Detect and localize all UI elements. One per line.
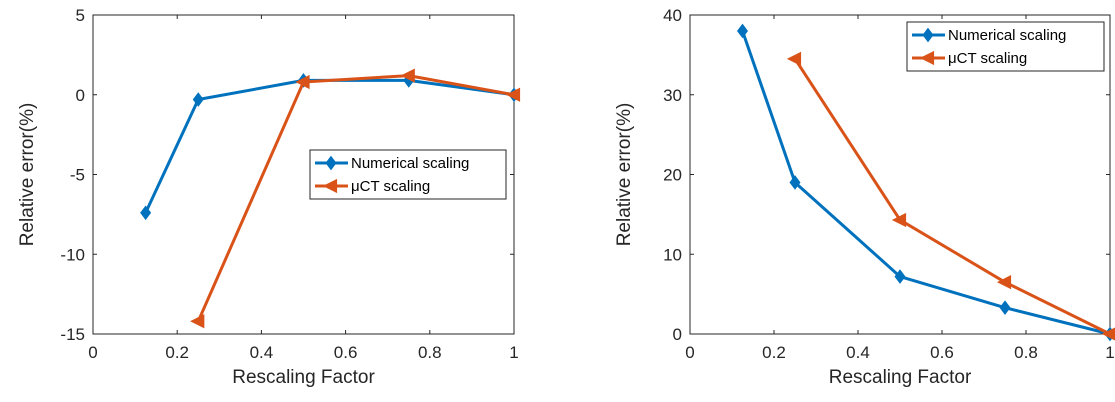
data-point-series-2 [786, 51, 802, 66]
legend-label-1: Numerical scaling [948, 27, 1066, 44]
data-point-series-1 [999, 300, 1011, 316]
legend-box [309, 149, 507, 200]
legend-marker-1 [922, 27, 934, 43]
data-point-series-2 [996, 275, 1012, 290]
series-line-2 [196, 74, 515, 322]
legend: Numerical scaling μCT scaling [906, 21, 1105, 72]
legend-marker-2 [919, 50, 935, 66]
x-tick-label: 1 [1105, 343, 1114, 362]
y-tick-label: 0 [673, 325, 682, 344]
x-tick-label: 0 [685, 343, 694, 362]
data-point-series-1 [894, 269, 906, 284]
x-tick-label: 0.2 [762, 343, 786, 362]
y-tick-label: -15 [60, 325, 85, 344]
x-tick-label: 0.2 [165, 343, 189, 362]
x-tick-label: 0.6 [930, 343, 954, 362]
series-line-2 [793, 58, 1111, 336]
legend-label-2: μCT scaling [351, 178, 430, 195]
y-tick-label: -5 [70, 166, 85, 185]
chart-panel-1: 0 0.2 0.4 0.6 0.8 1 -15 -10 -5 0 5 Rescaling Factor… [17, 6, 521, 388]
data-point-series-2 [1101, 327, 1115, 341]
y-tick-label: 0 [76, 86, 85, 105]
data-point-series-2 [505, 87, 521, 102]
x-tick-label: 0.8 [418, 343, 442, 362]
y-tick-label: 40 [663, 6, 682, 25]
y-tick-label: 20 [663, 166, 682, 185]
x-tick-label: 1 [509, 343, 518, 362]
legend-box [906, 21, 1105, 72]
x-tick-label: 0.4 [846, 343, 870, 362]
data-point-series-2 [400, 68, 415, 83]
data-point-series-1 [789, 175, 801, 190]
data-point-series-2 [190, 314, 205, 329]
x-tick-label: 0.4 [250, 343, 274, 362]
x-tick-label: 0.6 [334, 343, 358, 362]
data-point-series-1 [140, 205, 152, 221]
legend-label-2: μCT scaling [948, 50, 1027, 67]
y-tick-label: 10 [663, 245, 682, 264]
y-tick-label: 5 [76, 6, 85, 25]
data-point-series-1 [737, 23, 748, 39]
y-tick-label: -10 [60, 245, 85, 264]
x-axis-label: Rescaling Factor [232, 367, 375, 388]
data-point-series-1 [192, 92, 204, 107]
legend-marker-1 [325, 155, 337, 171]
x-tick-label: 0.8 [1014, 343, 1038, 362]
data-point-series-2 [295, 74, 310, 90]
legend-marker-2 [322, 178, 338, 194]
y-axis-label: Relative error(%) [17, 103, 38, 247]
y-tick-label: 30 [663, 86, 682, 105]
legend-label-1: Numerical scaling [351, 155, 469, 172]
x-axis-label: Rescaling Factor [829, 367, 972, 388]
y-axis-label: Relative error(%) [614, 103, 635, 247]
legend: Numerical scaling μCT scaling [309, 149, 507, 200]
x-tick-label: 0 [88, 343, 97, 362]
data-point-series-2 [891, 212, 907, 228]
